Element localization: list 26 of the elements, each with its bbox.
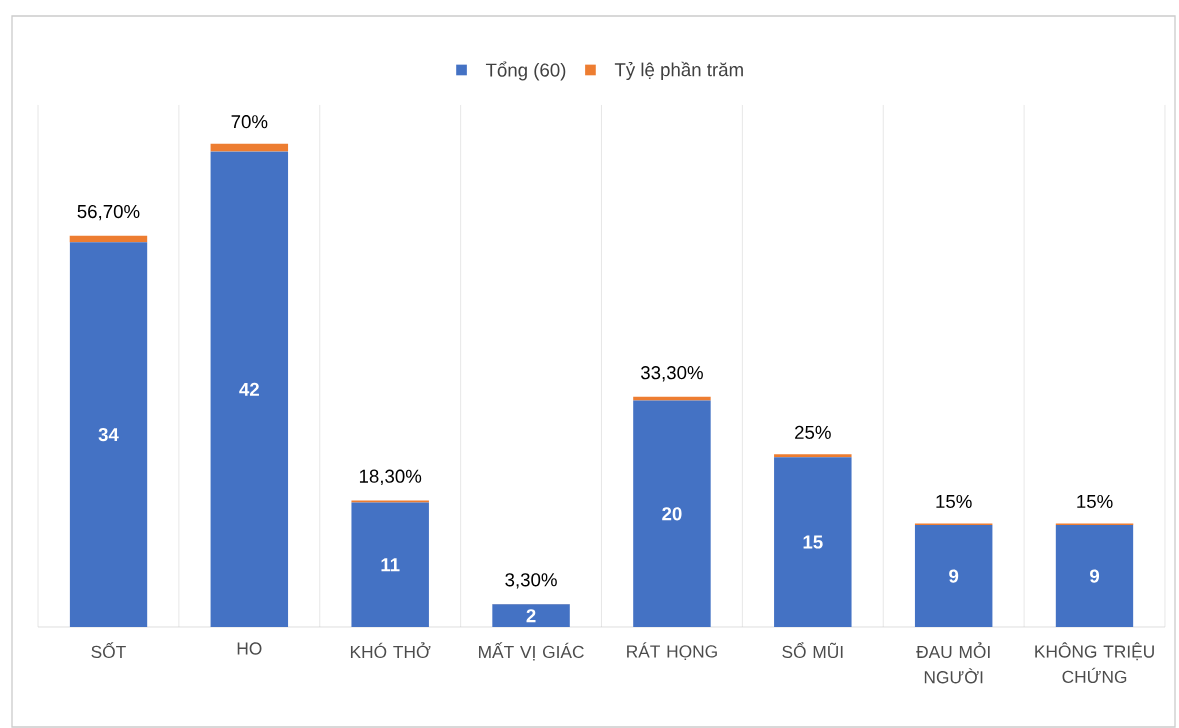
data-label: 33,30% [640,366,703,382]
x-tick-label: KHÔNG TRIỆU CHỨNG [1035,642,1154,684]
x-tick-label: HO [237,642,262,655]
data-label: 11 [381,558,400,572]
legend-label: Tỷ lệ phần trăm [614,61,743,81]
data-label: 56,70% [77,204,140,221]
data-label: 42 [239,382,259,396]
x-tick-label: ĐAU MỎI NGƯỜI [916,642,990,684]
x-tick-label: MẤT VỊ GIÁC [479,642,584,661]
data-label: 15% [936,494,972,509]
data-label: 18,30% [359,469,422,486]
x-tick-label: KHÓ THỞ [350,642,431,659]
data-label: 2 [526,609,536,623]
data-label: 15% [1077,494,1113,509]
data-label: 15 [803,535,823,549]
x-tick-label: SỔ MŨI [782,642,843,659]
data-label: 34 [98,427,119,442]
x-tick-label: SỐT [91,642,126,659]
data-label: 9 [949,569,959,583]
data-label: 9 [1090,569,1100,583]
data-label: 25% [795,425,831,439]
data-label: 70% [231,115,268,129]
data-label: 3,30% [505,573,557,589]
data-label: 20 [662,507,682,521]
legend-label: Tổng (60) [485,61,566,81]
x-tick-label: RÁT HỌNG [627,642,717,661]
